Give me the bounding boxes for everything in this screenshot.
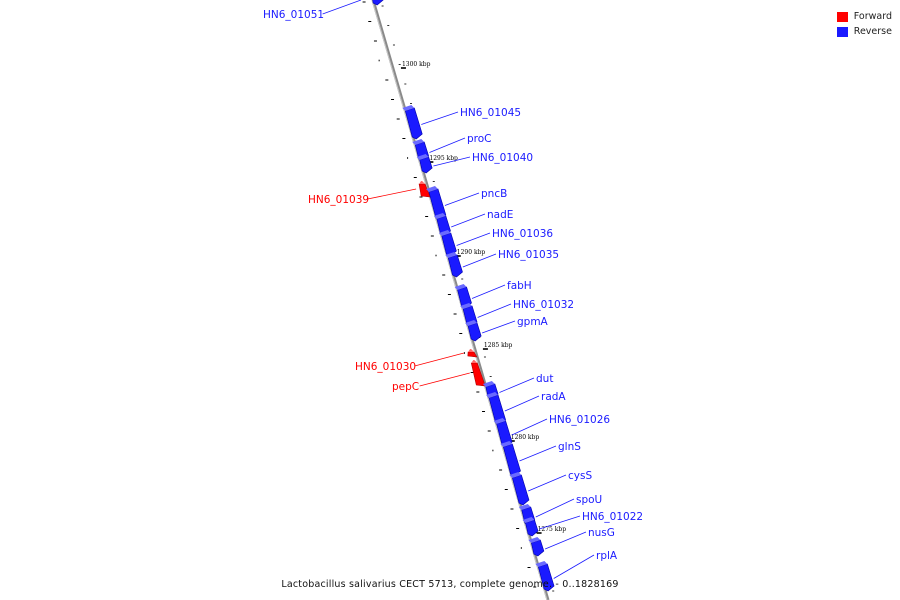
gene-feature-bevel — [522, 517, 535, 523]
gene-leader-line — [433, 156, 471, 167]
gene-label[interactable]: rplA — [596, 550, 618, 562]
gene-feature-bevel — [454, 284, 467, 290]
gene-feature-bevel — [509, 472, 522, 478]
scale-label: 1285 kbp — [484, 342, 513, 349]
gene-feature[interactable] — [372, 0, 384, 6]
gene-leader-line — [429, 137, 466, 153]
gene-leader-line — [367, 188, 417, 200]
gene-leader-line — [451, 213, 486, 228]
scale-label: 1295 kbp — [429, 155, 458, 162]
gene-feature-bevel — [493, 418, 506, 424]
gene-leader-line — [535, 498, 575, 518]
gene-label[interactable]: HN6_01040 — [472, 152, 533, 164]
legend-forward-label: Forward — [853, 11, 892, 22]
gene-label[interactable]: nusG — [588, 527, 615, 539]
scale-label: 1275 kbp — [538, 526, 567, 533]
forward-swatch — [836, 11, 848, 22]
gene-leader-line — [499, 377, 535, 393]
legend-reverse: Reverse — [836, 24, 892, 39]
gene-label[interactable]: HN6_01030 — [355, 361, 416, 373]
gene-leader-line — [477, 303, 512, 318]
gene-leader-line — [519, 445, 557, 462]
gene-feature-bevel — [438, 230, 451, 236]
gene-label[interactable]: fabH — [507, 280, 532, 292]
gene-leader-line — [539, 515, 581, 530]
gene-leader-line — [544, 531, 587, 550]
gene-label[interactable]: radA — [541, 391, 566, 403]
scale-label: 1290 kbp — [457, 249, 486, 256]
gene-label[interactable]: HN6_01022 — [582, 511, 643, 523]
gene-leader-line — [481, 320, 516, 334]
gene-leader-line — [444, 192, 480, 206]
gene-label[interactable]: HN6_01039 — [308, 194, 369, 206]
gene-feature-bevel — [528, 537, 541, 543]
gene-leader-line — [528, 474, 567, 492]
gene-feature[interactable] — [467, 322, 482, 342]
gene-label[interactable]: HN6_01051 — [263, 9, 324, 21]
scale-label: 1300 kbp — [402, 61, 431, 68]
gene-feature-bevel — [416, 154, 429, 160]
gene-label[interactable]: HN6_01036 — [492, 228, 553, 240]
legend-reverse-label: Reverse — [853, 26, 892, 37]
gene-label[interactable]: HN6_01045 — [460, 107, 521, 119]
gene-feature-bevel — [468, 349, 475, 352]
gene-leader-line — [456, 232, 491, 246]
reverse-swatch — [836, 26, 848, 37]
gene-feature-bevel — [486, 392, 499, 398]
gene-label[interactable]: HN6_01035 — [498, 249, 559, 261]
gene-feature-bevel — [465, 320, 478, 326]
gene-label[interactable]: spoU — [576, 494, 602, 506]
gene-feature-bevel — [482, 381, 495, 387]
legend-forward: Forward — [836, 9, 892, 24]
gene-feature-bevel — [500, 441, 513, 447]
gene-feature-bevel — [471, 360, 478, 363]
gene-feature-bevel — [460, 303, 473, 309]
legend: Forward Reverse — [836, 9, 892, 39]
gene-label[interactable]: dut — [536, 373, 553, 385]
gene-feature-bevel — [445, 252, 458, 258]
gene-leader-line — [322, 0, 362, 15]
gene-label[interactable]: gpmA — [517, 316, 549, 328]
gene-features — [372, 0, 555, 592]
gene-feature[interactable] — [447, 254, 463, 278]
gene-leader-line — [421, 111, 459, 125]
gene-feature-bevel — [402, 105, 415, 111]
gene-feature-bevel — [426, 186, 438, 192]
gene-leader-line — [462, 253, 497, 268]
genome-backbone-highlight — [371, 0, 548, 600]
gene-leader-line — [504, 395, 540, 412]
gene-feature-bevel — [412, 139, 425, 145]
genome-caption: Lactobacillus salivarius CECT 5713, comp… — [281, 579, 619, 590]
gene-feature-bevel — [419, 181, 426, 184]
gene-label[interactable]: glnS — [558, 441, 581, 453]
gene-labels: HN6_01051 HN6_01045 proC HN6_01040 HN6_01039… — [263, 0, 643, 579]
gene-feature-bevel — [518, 504, 531, 510]
gene-label[interactable]: nadE — [487, 209, 513, 221]
gene-leader-line — [419, 372, 470, 387]
gene-label[interactable]: pncB — [481, 188, 507, 200]
gene-label[interactable]: HN6_01026 — [549, 414, 610, 426]
gene-leader-line — [414, 352, 465, 367]
gene-leader-line — [471, 284, 506, 299]
gene-label[interactable]: proC — [467, 133, 492, 145]
gene-feature-bevel — [535, 561, 548, 567]
gene-label[interactable]: HN6_01032 — [513, 299, 574, 311]
gene-label[interactable]: pepC — [392, 381, 419, 393]
gene-leader-line — [511, 418, 548, 436]
scale-label: 1280 kbp — [511, 434, 540, 441]
gene-leader-line — [553, 554, 595, 579]
gene-label[interactable]: cysS — [568, 470, 592, 482]
gene-feature-bevel — [433, 213, 446, 219]
